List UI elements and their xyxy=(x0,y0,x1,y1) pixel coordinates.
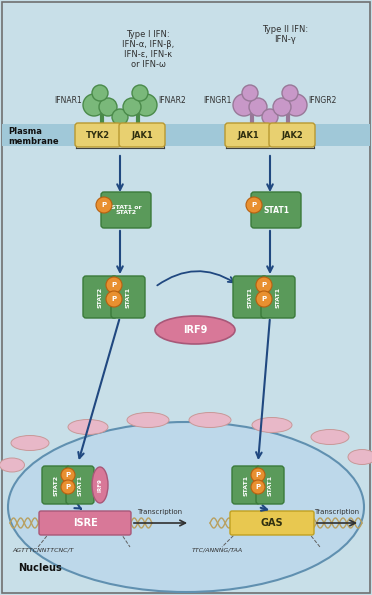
FancyBboxPatch shape xyxy=(225,123,271,147)
Ellipse shape xyxy=(127,412,169,427)
Text: Transcription: Transcription xyxy=(314,509,360,515)
Text: P: P xyxy=(256,484,260,490)
Text: P: P xyxy=(112,296,116,302)
Ellipse shape xyxy=(92,467,108,503)
Text: STAT1 or
STAT2: STAT1 or STAT2 xyxy=(111,205,141,215)
FancyBboxPatch shape xyxy=(119,123,165,147)
Text: P: P xyxy=(112,282,116,288)
Circle shape xyxy=(106,277,122,293)
Ellipse shape xyxy=(155,316,235,344)
Text: P: P xyxy=(262,296,267,302)
Text: IRF9: IRF9 xyxy=(183,325,207,335)
Circle shape xyxy=(135,94,157,116)
Ellipse shape xyxy=(8,422,364,592)
Text: STAT1: STAT1 xyxy=(244,474,248,496)
Text: IFNGR2: IFNGR2 xyxy=(308,96,336,105)
FancyBboxPatch shape xyxy=(39,511,131,535)
Text: IFN-ε, IFN-κ: IFN-ε, IFN-κ xyxy=(124,50,172,59)
Text: IRF9: IRF9 xyxy=(97,478,103,492)
Ellipse shape xyxy=(348,449,372,465)
Text: GAS: GAS xyxy=(261,518,283,528)
Ellipse shape xyxy=(68,419,108,434)
Circle shape xyxy=(256,277,272,293)
FancyBboxPatch shape xyxy=(233,276,267,318)
Text: JAK2: JAK2 xyxy=(281,130,303,139)
Text: Plasma
membrane: Plasma membrane xyxy=(8,127,59,146)
Circle shape xyxy=(61,480,75,494)
Text: AGTTTCNNTTCNC/T: AGTTTCNNTTCNC/T xyxy=(12,547,74,553)
Text: IFN-γ: IFN-γ xyxy=(274,35,296,44)
Circle shape xyxy=(285,94,307,116)
Ellipse shape xyxy=(189,412,231,427)
Text: Nucleus: Nucleus xyxy=(18,563,62,573)
Circle shape xyxy=(273,98,291,116)
Circle shape xyxy=(251,480,265,494)
FancyBboxPatch shape xyxy=(232,466,260,504)
Circle shape xyxy=(242,85,258,101)
Text: P: P xyxy=(256,472,260,478)
Circle shape xyxy=(106,291,122,307)
Text: P: P xyxy=(262,282,267,288)
Text: or IFN-ω: or IFN-ω xyxy=(131,60,166,69)
FancyBboxPatch shape xyxy=(251,192,301,228)
Text: IFNAR1: IFNAR1 xyxy=(54,96,82,105)
Text: STAT1: STAT1 xyxy=(125,286,131,308)
Text: IFNAR2: IFNAR2 xyxy=(158,96,186,105)
Text: P: P xyxy=(251,202,257,208)
Text: ISRE: ISRE xyxy=(73,518,97,528)
Circle shape xyxy=(249,98,267,116)
FancyBboxPatch shape xyxy=(269,123,315,147)
FancyBboxPatch shape xyxy=(66,466,94,504)
Circle shape xyxy=(96,197,112,213)
Text: Transcription: Transcription xyxy=(137,509,183,515)
Circle shape xyxy=(132,85,148,101)
FancyBboxPatch shape xyxy=(256,466,284,504)
Text: Type I IFN:: Type I IFN: xyxy=(126,30,170,39)
FancyBboxPatch shape xyxy=(230,511,314,535)
Circle shape xyxy=(282,85,298,101)
FancyBboxPatch shape xyxy=(42,466,70,504)
Text: JAK1: JAK1 xyxy=(131,130,153,139)
Text: P: P xyxy=(102,202,106,208)
Text: JAK1: JAK1 xyxy=(237,130,259,139)
Text: P: P xyxy=(65,484,71,490)
Text: IFN-α, IFN-β,: IFN-α, IFN-β, xyxy=(122,40,174,49)
Ellipse shape xyxy=(311,430,349,444)
Text: STAT1: STAT1 xyxy=(247,286,253,308)
Text: IFNGR1: IFNGR1 xyxy=(203,96,232,105)
Circle shape xyxy=(246,197,262,213)
Text: P: P xyxy=(65,472,71,478)
Circle shape xyxy=(233,94,255,116)
Circle shape xyxy=(99,98,117,116)
Text: STAT1: STAT1 xyxy=(263,205,289,215)
Circle shape xyxy=(256,291,272,307)
Text: TTC/ANNNG/TAA: TTC/ANNNG/TAA xyxy=(192,547,243,553)
Circle shape xyxy=(92,85,108,101)
Circle shape xyxy=(83,94,105,116)
Circle shape xyxy=(61,468,75,482)
FancyBboxPatch shape xyxy=(111,276,145,318)
Circle shape xyxy=(251,468,265,482)
Circle shape xyxy=(112,109,128,125)
Text: STAT2: STAT2 xyxy=(54,474,58,496)
FancyBboxPatch shape xyxy=(75,123,121,147)
Ellipse shape xyxy=(252,418,292,433)
Ellipse shape xyxy=(0,458,25,472)
Ellipse shape xyxy=(11,436,49,450)
Circle shape xyxy=(123,98,141,116)
Circle shape xyxy=(262,109,278,125)
Text: STAT2: STAT2 xyxy=(97,286,103,308)
Text: TYK2: TYK2 xyxy=(86,130,110,139)
FancyBboxPatch shape xyxy=(261,276,295,318)
Text: STAT1: STAT1 xyxy=(276,286,280,308)
FancyBboxPatch shape xyxy=(83,276,117,318)
FancyBboxPatch shape xyxy=(101,192,151,228)
FancyBboxPatch shape xyxy=(2,124,370,146)
Text: STAT1: STAT1 xyxy=(267,474,273,496)
Text: Type II IFN:: Type II IFN: xyxy=(262,25,308,34)
Text: STAT1: STAT1 xyxy=(77,474,83,496)
